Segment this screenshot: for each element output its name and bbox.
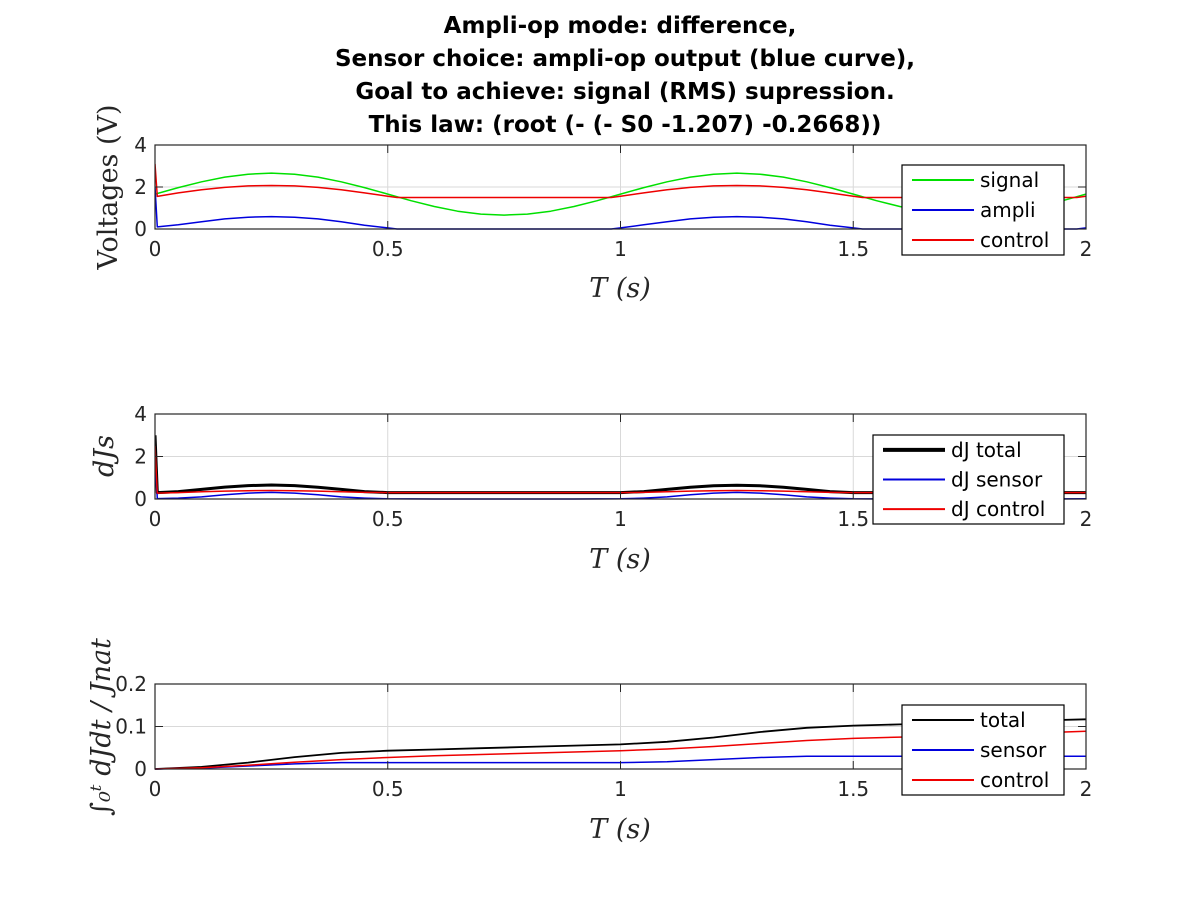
ylabel-dj: dJs bbox=[89, 435, 120, 477]
legend: signal ampli control bbox=[901, 164, 1065, 256]
figure-title: Ampli-op mode: difference, Sensor choice… bbox=[335, 13, 915, 138]
x-tick-label: 2 bbox=[1080, 507, 1093, 531]
y-tick-label: 2 bbox=[134, 175, 147, 199]
y-tick-label: 4 bbox=[134, 133, 147, 157]
ylabel-voltages: Voltages (V) bbox=[93, 104, 124, 270]
legend-label: sensor bbox=[980, 738, 1047, 762]
series-line-dJ-control bbox=[155, 445, 1086, 494]
legend-label: ampli bbox=[980, 198, 1036, 222]
title-line-3: Goal to achieve: signal (RMS) supression… bbox=[355, 79, 894, 105]
x-tick-label: 0.5 bbox=[372, 507, 404, 531]
y-tick-label: 0 bbox=[134, 487, 147, 511]
legend: total sensor control bbox=[901, 704, 1065, 796]
x-tick-label: 0.5 bbox=[372, 777, 404, 801]
title-line-4: This law: (root (- (- S0 -1.207) -0.2668… bbox=[369, 112, 882, 138]
x-tick-label: 0 bbox=[149, 507, 162, 531]
y-tick-label: 0.1 bbox=[115, 715, 147, 739]
ylabel-integral: ∫₀ᵗ dJdt / Jnat bbox=[86, 638, 117, 816]
x-tick-label: 0 bbox=[149, 237, 162, 261]
y-tick-label: 2 bbox=[134, 445, 147, 469]
xlabel-voltages: T (s) bbox=[589, 273, 651, 304]
legend-label: dJ control bbox=[951, 497, 1045, 521]
voltages-subplot: Voltages (V) T (s) 0 0.5 1 1.5 2 0 2 4 signal amp… bbox=[93, 104, 1092, 304]
x-tick-label: 2 bbox=[1080, 777, 1093, 801]
legend: dJ total dJ sensor dJ control bbox=[872, 434, 1065, 525]
series-line-control bbox=[155, 163, 1086, 199]
x-tick-label: 0 bbox=[149, 777, 162, 801]
legend-label: dJ sensor bbox=[951, 468, 1043, 492]
title-line-2: Sensor choice: ampli-op output (blue cur… bbox=[335, 46, 915, 72]
integral-subplot: ∫₀ᵗ dJdt / Jnat T (s) 0 0.5 1 1.5 2 0 0.1 0.2 to… bbox=[86, 638, 1092, 845]
x-tick-label: 1.5 bbox=[837, 777, 869, 801]
y-tick-label: 4 bbox=[134, 402, 147, 426]
title-line-1: Ampli-op mode: difference, bbox=[444, 13, 797, 39]
x-tick-label: 1.5 bbox=[837, 237, 869, 261]
xlabel-integral: T (s) bbox=[589, 814, 651, 845]
y-tick-label: 0.2 bbox=[115, 672, 147, 696]
legend-label: signal bbox=[980, 168, 1039, 192]
y-tick-label: 0 bbox=[134, 757, 147, 781]
xlabel-dj: T (s) bbox=[589, 544, 651, 575]
x-tick-label: 0.5 bbox=[372, 237, 404, 261]
legend-label: dJ total bbox=[951, 438, 1022, 462]
legend-label: control bbox=[980, 768, 1049, 792]
legend-label: total bbox=[980, 708, 1026, 732]
x-tick-label: 2 bbox=[1080, 237, 1093, 261]
x-tick-label: 1 bbox=[614, 237, 627, 261]
x-tick-label: 1 bbox=[614, 777, 627, 801]
x-tick-label: 1 bbox=[614, 507, 627, 531]
y-tick-label: 0 bbox=[134, 217, 147, 241]
legend-label: control bbox=[980, 228, 1049, 252]
x-tick-label: 1.5 bbox=[837, 507, 869, 531]
